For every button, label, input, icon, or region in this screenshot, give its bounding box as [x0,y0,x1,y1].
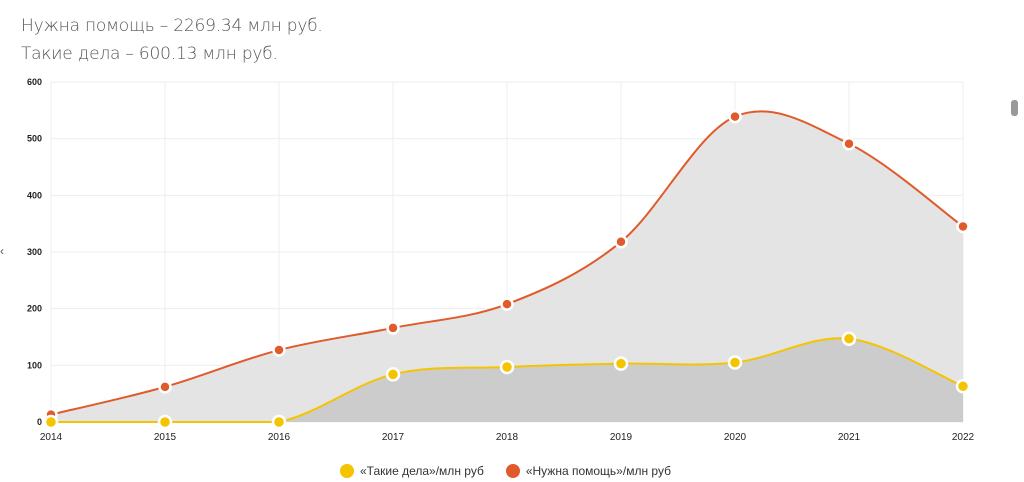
y-tick-label: 100 [27,360,42,370]
total-takie-dela: Такие дела – 600.13 млн руб. [21,44,278,64]
x-tick-label: 2016 [268,432,291,443]
x-tick-label: 2018 [496,432,519,443]
y-tick-label: 600 [27,77,42,87]
legend-item-nuzhna-pomosh[interactable]: «Нужна помощь»/млн руб [505,464,671,478]
x-tick-label: 2014 [40,432,63,443]
y-tick-label: 0 [37,417,42,427]
data-point[interactable] [500,297,514,311]
legend-item-takie-dela[interactable]: «Такие дела»/млн руб [340,464,484,478]
data-point[interactable] [727,355,743,370]
x-tick-label: 2020 [724,432,747,443]
x-tick-label: 2019 [610,432,633,443]
series-area [51,338,963,422]
y-tick-label: 300 [27,247,42,257]
data-point[interactable] [614,235,628,249]
y-tick-label: 500 [27,134,42,144]
data-point[interactable] [43,414,59,430]
legend-label: «Нужна помощь»/млн руб [525,464,671,478]
data-point[interactable] [842,137,856,151]
data-point[interactable] [271,414,287,430]
x-tick-label: 2015 [154,432,177,443]
total-nuzhna-pomosh: Нужна помощь – 2269.34 млн руб. [21,16,323,36]
x-tick-label: 2022 [952,432,975,443]
prev-arrow-icon[interactable]: ‹ [0,244,4,258]
data-point[interactable] [386,321,400,335]
data-point[interactable] [158,380,172,394]
chart-legend: «Такие дела»/млн руб «Нужна помощь»/млн … [340,464,671,478]
data-point[interactable] [157,414,173,430]
data-point[interactable] [956,219,970,234]
data-point[interactable] [272,343,286,357]
y-tick-label: 400 [27,190,42,200]
data-point[interactable] [728,109,742,124]
legend-marker-nuzhna-pomosh [505,464,520,478]
data-point[interactable] [499,359,515,375]
x-tick-label: 2017 [382,432,405,443]
series-line [50,110,964,416]
data-point[interactable] [955,379,971,394]
scrollbar-thumb[interactable] [1011,100,1018,116]
y-tick-label: 200 [27,304,42,314]
legend-label: «Такие дела»/млн руб [360,464,484,478]
x-tick-label: 2021 [838,432,861,443]
data-point[interactable] [841,331,857,346]
series-area [51,111,963,422]
data-point[interactable] [385,367,401,382]
legend-marker-takie-dela [340,464,354,478]
data-point[interactable] [613,356,629,371]
